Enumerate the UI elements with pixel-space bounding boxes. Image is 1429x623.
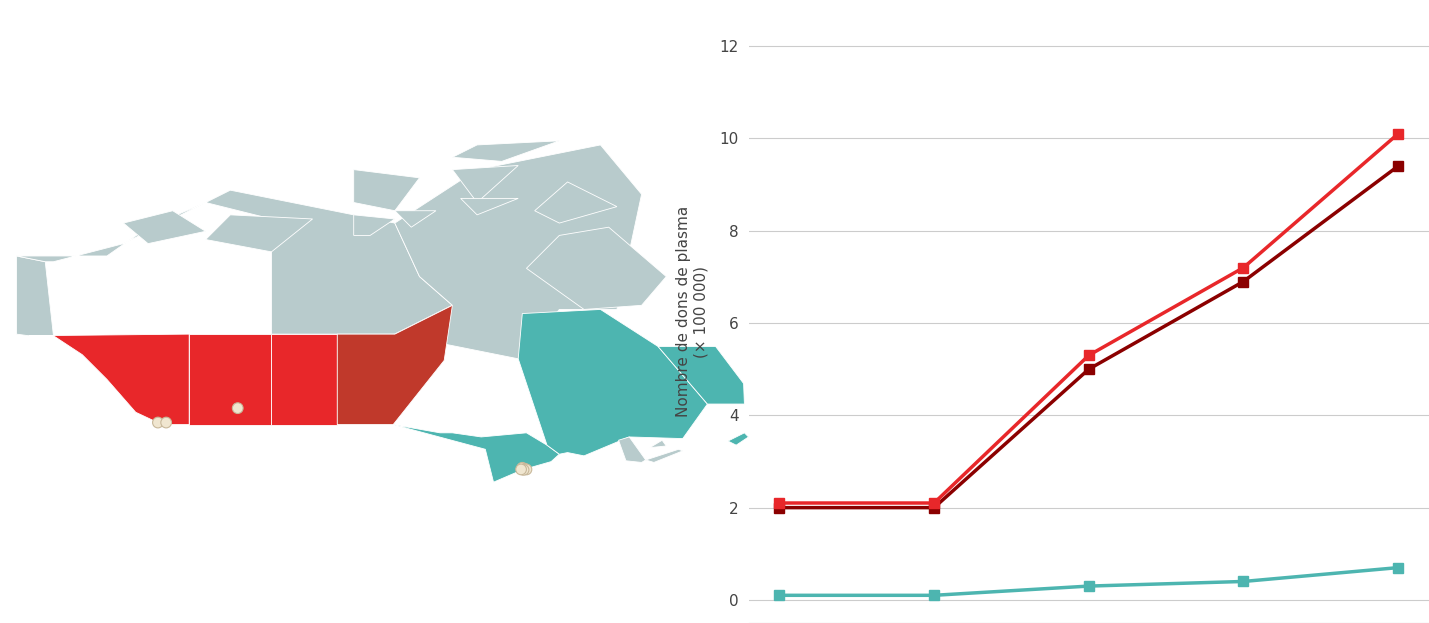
Polygon shape <box>123 211 206 244</box>
Circle shape <box>161 417 171 428</box>
Circle shape <box>520 464 530 474</box>
Polygon shape <box>354 169 420 211</box>
Polygon shape <box>394 211 436 227</box>
Polygon shape <box>453 166 519 202</box>
Polygon shape <box>394 145 642 359</box>
Polygon shape <box>657 346 745 404</box>
Polygon shape <box>393 425 559 482</box>
Polygon shape <box>534 182 617 223</box>
Y-axis label: Nombre de dons de plasma
(× 100 000): Nombre de dons de plasma (× 100 000) <box>676 206 709 417</box>
Polygon shape <box>619 437 646 462</box>
Polygon shape <box>17 190 453 334</box>
Circle shape <box>519 465 529 475</box>
Circle shape <box>517 462 527 473</box>
Polygon shape <box>526 227 666 310</box>
Polygon shape <box>519 310 707 456</box>
Polygon shape <box>337 305 453 425</box>
Polygon shape <box>646 449 683 462</box>
Polygon shape <box>189 334 272 425</box>
Circle shape <box>233 403 243 414</box>
Polygon shape <box>460 198 519 215</box>
Polygon shape <box>453 141 559 161</box>
Circle shape <box>522 464 532 475</box>
Polygon shape <box>17 256 53 336</box>
Polygon shape <box>272 334 337 425</box>
Polygon shape <box>354 215 394 235</box>
Circle shape <box>153 417 163 428</box>
Polygon shape <box>650 440 666 448</box>
Polygon shape <box>727 433 749 445</box>
Circle shape <box>516 464 526 475</box>
Polygon shape <box>29 334 189 425</box>
Polygon shape <box>206 215 313 252</box>
